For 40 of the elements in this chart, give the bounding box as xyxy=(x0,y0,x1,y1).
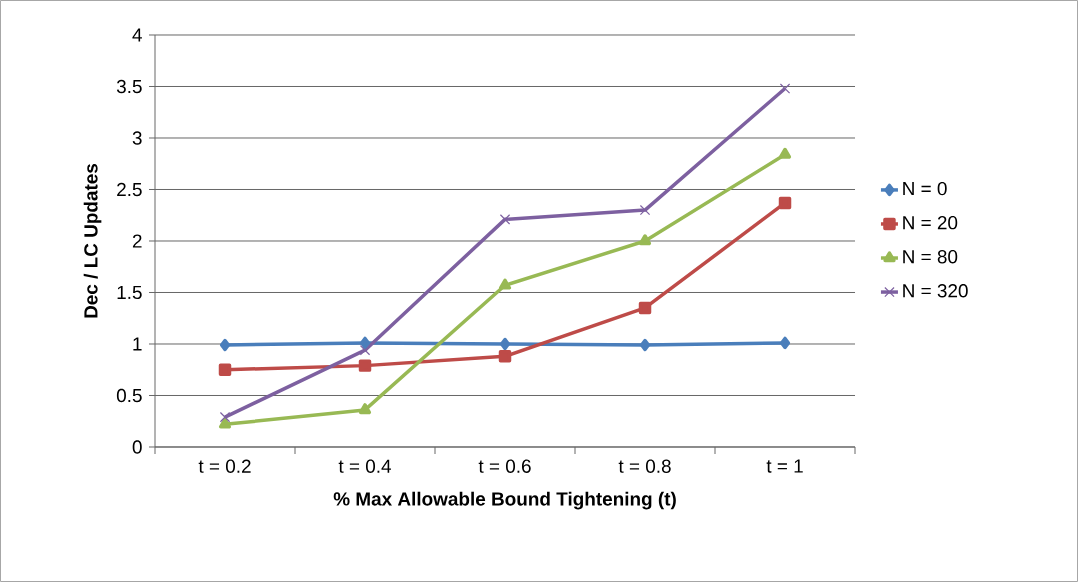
point xyxy=(778,196,792,210)
x-tick-label: t = 0.6 xyxy=(478,459,531,473)
point xyxy=(639,204,651,216)
y-tick-label: 2.5 xyxy=(117,182,142,197)
point xyxy=(779,83,791,94)
point xyxy=(778,147,792,159)
point xyxy=(779,336,791,350)
y-tick-label: 4 xyxy=(132,28,142,42)
legend-label: N = 0 xyxy=(903,181,947,196)
x-tick-label: t = 0.8 xyxy=(618,459,671,473)
point xyxy=(499,337,511,351)
x-tick-label: t = 0.2 xyxy=(198,459,251,473)
point xyxy=(638,234,652,246)
y-tick-label: 1.5 xyxy=(117,285,142,300)
point xyxy=(638,301,652,315)
point xyxy=(218,417,232,429)
y-tick-label: 3.5 xyxy=(116,79,142,94)
y-tick-label: 0.5 xyxy=(116,388,142,403)
point xyxy=(359,336,371,350)
legend-label: N = 20 xyxy=(903,215,958,230)
point xyxy=(219,338,231,352)
y-tick-label: 3 xyxy=(132,131,142,145)
point xyxy=(359,344,371,356)
point xyxy=(218,363,232,376)
y-tick-label: 2 xyxy=(132,234,142,248)
point xyxy=(358,403,372,415)
x-tick-label: t = 1 xyxy=(766,459,803,473)
point xyxy=(358,359,372,372)
legend-label: N = 320 xyxy=(903,284,968,298)
point xyxy=(639,338,651,352)
point xyxy=(219,411,231,423)
legend-label: N = 80 xyxy=(903,249,958,264)
point xyxy=(499,214,511,225)
x-axis-title: % Max Allowable Bound Tightening (t) xyxy=(333,491,676,510)
y-tick-label: 1 xyxy=(133,337,142,351)
point xyxy=(498,278,512,290)
y-tick-label: 0 xyxy=(132,440,142,454)
y-axis-title: Dec / LC Updates xyxy=(83,163,102,318)
x-tick-label: t = 0.4 xyxy=(338,459,392,473)
point xyxy=(498,350,512,363)
